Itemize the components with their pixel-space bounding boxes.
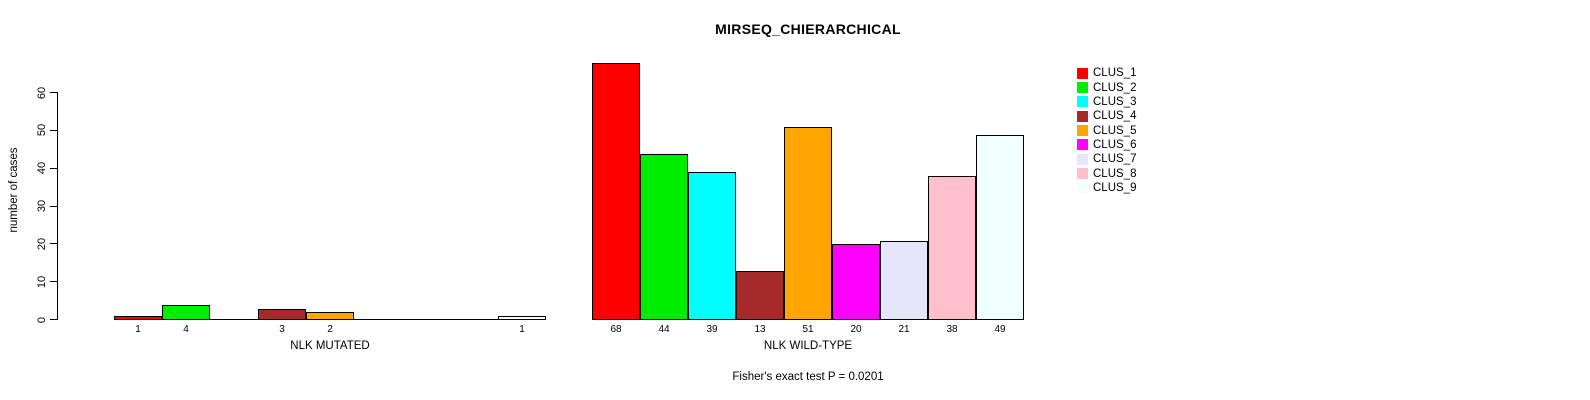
legend-item-clus_2: CLUS_2 — [1077, 80, 1136, 94]
y-axis-line — [57, 92, 58, 320]
legend-label: CLUS_5 — [1093, 124, 1137, 137]
stat-annotation: Fisher's exact test P = 0.0201 — [732, 371, 884, 383]
y-tick-mark — [50, 92, 57, 94]
y-tick-mark — [50, 281, 57, 283]
bar-clus_5-group2 — [784, 127, 832, 320]
legend-label: CLUS_9 — [1093, 181, 1137, 194]
bar-value-label: 39 — [706, 324, 718, 335]
y-tick-mark — [50, 129, 57, 131]
legend-label: CLUS_7 — [1093, 153, 1137, 166]
legend-item-clus_4: CLUS_4 — [1077, 109, 1136, 123]
x-group-label: NLK WILD-TYPE — [763, 340, 853, 352]
legend: CLUS_1 CLUS_2 CLUS_3 CLUS_4 CLUS_5 CLUS_6 CLUS… — [1077, 66, 1136, 195]
y-tick-mark — [50, 167, 57, 169]
legend-label: CLUS_1 — [1093, 67, 1137, 80]
y-tick-label: 30 — [36, 199, 48, 213]
legend-swatch — [1077, 110, 1088, 122]
bar-clus_1-group1 — [114, 316, 162, 320]
legend-label: CLUS_3 — [1093, 95, 1137, 108]
legend-item-clus_7: CLUS_7 — [1077, 152, 1136, 166]
bar-value-label: 44 — [658, 324, 670, 335]
y-tick-label: 50 — [36, 124, 48, 137]
bar-value-label: 38 — [946, 324, 958, 335]
y-tick-label: 40 — [36, 162, 48, 175]
bar-clus_4-group2 — [736, 271, 784, 320]
legend-label: CLUS_4 — [1093, 110, 1137, 123]
y-tick-mark — [50, 319, 57, 320]
bar-value-label: 51 — [802, 324, 814, 335]
legend-item-clus_5: CLUS_5 — [1077, 123, 1136, 137]
bar-value-label: 4 — [183, 324, 189, 335]
bar-clus_8-group2 — [928, 176, 976, 320]
legend-swatch — [1077, 139, 1088, 151]
legend-swatch — [1077, 153, 1088, 165]
bar-value-label: 20 — [850, 324, 862, 335]
bar-clus_9-group1 — [498, 316, 546, 320]
legend-label: CLUS_8 — [1093, 167, 1137, 180]
bar-value-label: 68 — [610, 324, 622, 335]
chart-title: MIRSEQ_CHIERARCHICAL — [715, 21, 901, 37]
bar-value-label: 3 — [279, 324, 285, 335]
bar-value-label: 13 — [754, 324, 766, 335]
bar-value-label: 2 — [327, 324, 333, 335]
legend-item-clus_1: CLUS_1 — [1077, 66, 1136, 80]
legend-label: CLUS_6 — [1093, 138, 1137, 151]
legend-swatch — [1077, 125, 1088, 137]
bar-clus_1-group2 — [592, 63, 640, 320]
legend-swatch — [1077, 67, 1088, 79]
y-tick-mark — [50, 205, 57, 207]
bar-clus_5-group1 — [306, 312, 354, 320]
legend-swatch — [1077, 182, 1088, 194]
legend-item-clus_8: CLUS_8 — [1077, 166, 1136, 180]
y-tick-label: 10 — [36, 275, 48, 288]
legend-swatch — [1077, 168, 1088, 180]
y-tick-label: 20 — [36, 237, 48, 250]
y-tick-label: 60 — [36, 86, 48, 99]
bar-clus_4-group1 — [258, 309, 306, 320]
y-axis-title: number of cases — [8, 147, 20, 233]
x-group-label: NLK MUTATED — [290, 340, 370, 352]
legend-swatch — [1077, 82, 1088, 94]
bar-value-label: 49 — [994, 324, 1006, 335]
y-tick-mark — [50, 243, 57, 245]
bar-clus_7-group2 — [880, 241, 928, 320]
bar-value-label: 1 — [135, 324, 141, 335]
legend-label: CLUS_2 — [1093, 81, 1137, 94]
legend-item-clus_9: CLUS_9 — [1077, 181, 1136, 195]
bar-clus_6-group2 — [832, 244, 880, 320]
bar-value-label: 1 — [519, 324, 525, 335]
bar-clus_9-group2 — [976, 135, 1024, 320]
bar-clus_2-group1 — [162, 305, 210, 320]
y-tick-label: 0 — [36, 316, 48, 323]
bar-clus_3-group2 — [688, 172, 736, 320]
bar-value-label: 21 — [898, 324, 910, 335]
legend-swatch — [1077, 96, 1088, 108]
bar-clus_2-group2 — [640, 154, 688, 320]
legend-item-clus_6: CLUS_6 — [1077, 138, 1136, 152]
legend-item-clus_3: CLUS_3 — [1077, 95, 1136, 109]
